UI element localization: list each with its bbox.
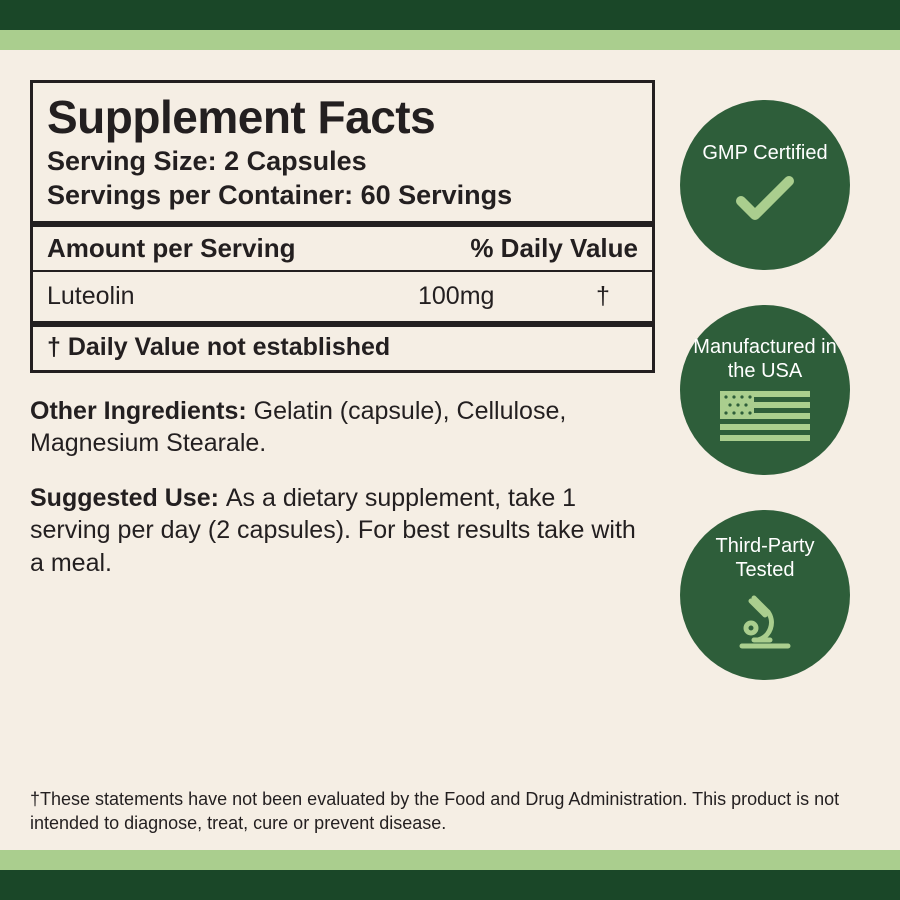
ingredient-amount: 100mg bbox=[418, 282, 568, 311]
servings-per-line: Servings per Container: 60 Servings bbox=[47, 179, 638, 213]
facts-header: Supplement Facts Serving Size: 2 Capsule… bbox=[33, 83, 652, 221]
top-light-border bbox=[0, 30, 900, 50]
ingredient-row: Luteolin 100mg † bbox=[33, 272, 652, 321]
serving-size-label: Serving Size: bbox=[47, 146, 224, 176]
top-dark-border bbox=[0, 0, 900, 30]
badge-usa-text: Manufactured in the USA bbox=[692, 335, 838, 383]
serving-size-value: 2 Capsules bbox=[224, 146, 367, 176]
badge-column: GMP Certified Manufactured in the USA bbox=[680, 80, 870, 773]
servings-per-label: Servings per Container: bbox=[47, 180, 361, 210]
supplement-facts-panel: Supplement Facts Serving Size: 2 Capsule… bbox=[30, 80, 655, 373]
dv-footnote: † Daily Value not established bbox=[33, 327, 652, 370]
suggested-use-label: Suggested Use: bbox=[30, 484, 226, 512]
bottom-dark-border bbox=[0, 870, 900, 900]
servings-per-value: 60 Servings bbox=[361, 180, 513, 210]
col-amount-per-serving: Amount per Serving bbox=[47, 233, 470, 264]
content-area: Supplement Facts Serving Size: 2 Capsule… bbox=[0, 50, 900, 850]
other-ingredients-block: Other Ingredients: Gelatin (capsule), Ce… bbox=[30, 395, 655, 460]
ingredient-dv: † bbox=[568, 282, 638, 311]
serving-size-line: Serving Size: 2 Capsules bbox=[47, 145, 638, 179]
suggested-use-block: Suggested Use: As a dietary supplement, … bbox=[30, 482, 655, 580]
badge-thirdparty-text: Third-Party Tested bbox=[692, 534, 838, 582]
microscope-icon bbox=[734, 590, 796, 657]
badge-thirdparty: Third-Party Tested bbox=[680, 510, 850, 680]
main-row: Supplement Facts Serving Size: 2 Capsule… bbox=[30, 80, 870, 773]
fda-disclaimer: †These statements have not been evaluate… bbox=[30, 773, 870, 835]
badge-gmp-text: GMP Certified bbox=[702, 141, 827, 165]
bottom-light-border bbox=[0, 850, 900, 870]
badge-gmp: GMP Certified bbox=[680, 100, 850, 270]
badge-usa: Manufactured in the USA bbox=[680, 305, 850, 475]
left-column: Supplement Facts Serving Size: 2 Capsule… bbox=[30, 80, 655, 773]
col-daily-value: % Daily Value bbox=[470, 233, 638, 264]
other-ingredients-label: Other Ingredients: bbox=[30, 397, 254, 425]
column-headers: Amount per Serving % Daily Value bbox=[33, 227, 652, 270]
facts-title: Supplement Facts bbox=[47, 93, 638, 141]
ingredient-name: Luteolin bbox=[47, 282, 418, 311]
check-icon bbox=[735, 173, 795, 230]
flag-icon bbox=[720, 391, 810, 446]
below-facts: Other Ingredients: Gelatin (capsule), Ce… bbox=[30, 395, 655, 580]
